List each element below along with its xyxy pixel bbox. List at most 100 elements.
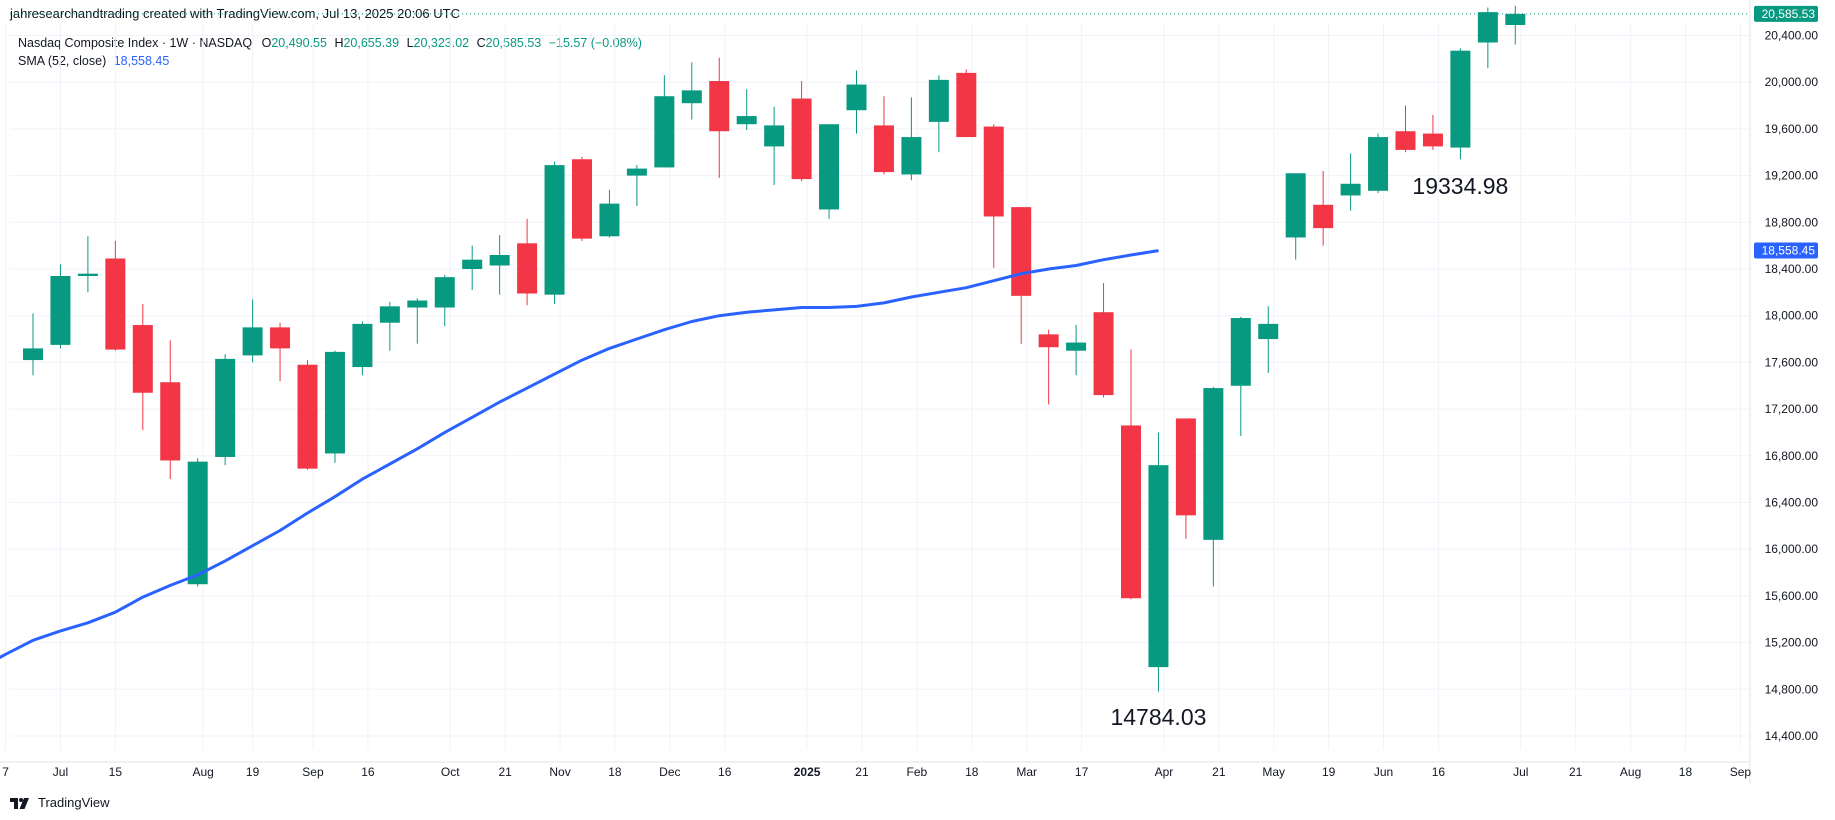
candle: [709, 57, 730, 178]
candle-body: [489, 254, 510, 266]
candle: [462, 245, 483, 291]
candle: [489, 235, 510, 295]
candle-body: [599, 203, 620, 237]
candle: [1203, 386, 1224, 587]
candle: [379, 301, 400, 351]
last-price-tag-bg: [1754, 5, 1818, 22]
candle-body: [1477, 12, 1498, 43]
candlestick-chart[interactable]: 14,400.00 14,800.00 15,200.00 15,600.00 16,0…: [0, 0, 1835, 790]
candle-body: [983, 126, 1004, 217]
candle-body: [1368, 137, 1389, 191]
candle-body: [709, 81, 730, 132]
time-tick-label: 16: [1432, 765, 1446, 779]
time-tick-label: 21: [1569, 765, 1583, 779]
candle: [1505, 5, 1526, 45]
price-tick-label: 17,600.00: [1765, 355, 1819, 369]
time-tick-label: Oct: [441, 765, 460, 779]
candle: [791, 81, 812, 182]
candle: [736, 89, 757, 131]
candle-body: [105, 258, 126, 350]
candle-body: [654, 96, 675, 168]
candle-body: [1121, 425, 1141, 599]
candle: [572, 156, 592, 241]
candle: [50, 264, 71, 349]
candle-body: [50, 276, 71, 345]
candle: [544, 161, 565, 305]
time-tick-label: Mar: [1016, 765, 1037, 779]
price-tick-label: 20,400.00: [1765, 29, 1819, 43]
brand[interactable]: TradingView: [10, 795, 110, 810]
candle: [983, 124, 1004, 268]
candle: [873, 96, 894, 175]
candle-body: [517, 243, 538, 294]
open-label: O: [261, 36, 272, 50]
time-tick-label: 17: [1075, 765, 1089, 779]
candle-body: [77, 273, 98, 277]
low-value: 20,323.02: [413, 36, 470, 50]
time-tick-label: Feb: [907, 765, 928, 779]
candle: [160, 340, 181, 480]
candle-body: [242, 327, 263, 356]
candle: [1066, 325, 1087, 376]
price-axis: 14,400.00 14,800.00 15,200.00 15,600.00 16,0…: [1765, 29, 1819, 744]
candle-body: [1450, 50, 1471, 148]
candle-body: [819, 124, 840, 210]
symbol-label[interactable]: Nasdaq Composite Index · 1W · NASDAQ: [18, 36, 253, 50]
candle-body: [544, 165, 565, 295]
candle-body: [846, 84, 867, 111]
candle: [1175, 418, 1196, 539]
price-annotation: 19334.98: [1412, 173, 1508, 199]
sma-value: 18,558.45: [113, 54, 170, 68]
time-tick-label: 16: [718, 765, 732, 779]
change-value: −15.57 (−0.08%): [548, 36, 642, 50]
sma-price-tag-bg: [1754, 242, 1818, 259]
candle-body: [297, 364, 318, 469]
price-tick-label: 15,600.00: [1765, 589, 1819, 603]
time-tick-label: 18: [965, 765, 979, 779]
candle-body: [1422, 133, 1443, 147]
candle-body: [956, 72, 977, 138]
candle-body: [379, 306, 400, 323]
candle: [242, 299, 263, 363]
sma-price-tag-text: 18,558.45: [1762, 244, 1816, 258]
time-tick-label: 19: [246, 765, 260, 779]
candle: [1038, 329, 1059, 405]
candle: [1121, 349, 1141, 600]
candle-body: [1285, 173, 1306, 238]
price-tick-label: 14,800.00: [1765, 682, 1819, 696]
sma-line: [0, 249, 1159, 660]
time-tick-label: Dec: [659, 765, 680, 779]
candle: [1148, 432, 1169, 692]
high-value: 20,655.39: [343, 36, 400, 50]
sma-row[interactable]: SMA (52, close) 18,558.45: [18, 52, 642, 70]
candle: [1230, 316, 1251, 436]
candle-body: [324, 351, 345, 454]
candle-body: [901, 137, 922, 175]
candle-body: [352, 323, 373, 368]
time-tick-label: 21: [1212, 765, 1226, 779]
time-tick-label: 19: [1322, 765, 1336, 779]
candle: [956, 69, 977, 138]
price-tick-label: 19,600.00: [1765, 122, 1819, 136]
candle-body: [23, 348, 43, 361]
time-tick-label: 16: [361, 765, 375, 779]
candle: [1395, 105, 1416, 153]
candle: [654, 75, 675, 168]
candle: [132, 304, 153, 431]
candle-body: [215, 358, 236, 457]
candle: [1258, 306, 1279, 373]
candle: [764, 106, 785, 185]
time-tick-label: 21: [498, 765, 512, 779]
candle-body: [1203, 388, 1224, 540]
candle-body: [1066, 342, 1087, 351]
candle-body: [407, 300, 428, 308]
candle: [517, 218, 538, 306]
candle-body: [462, 259, 483, 269]
candle-body: [434, 277, 455, 308]
candle-body: [681, 90, 702, 104]
candle: [901, 97, 922, 181]
candle: [1450, 48, 1471, 160]
sma-label[interactable]: SMA (52, close): [18, 54, 107, 68]
candle-body: [270, 327, 291, 349]
grid-lines: [5, 24, 1750, 750]
